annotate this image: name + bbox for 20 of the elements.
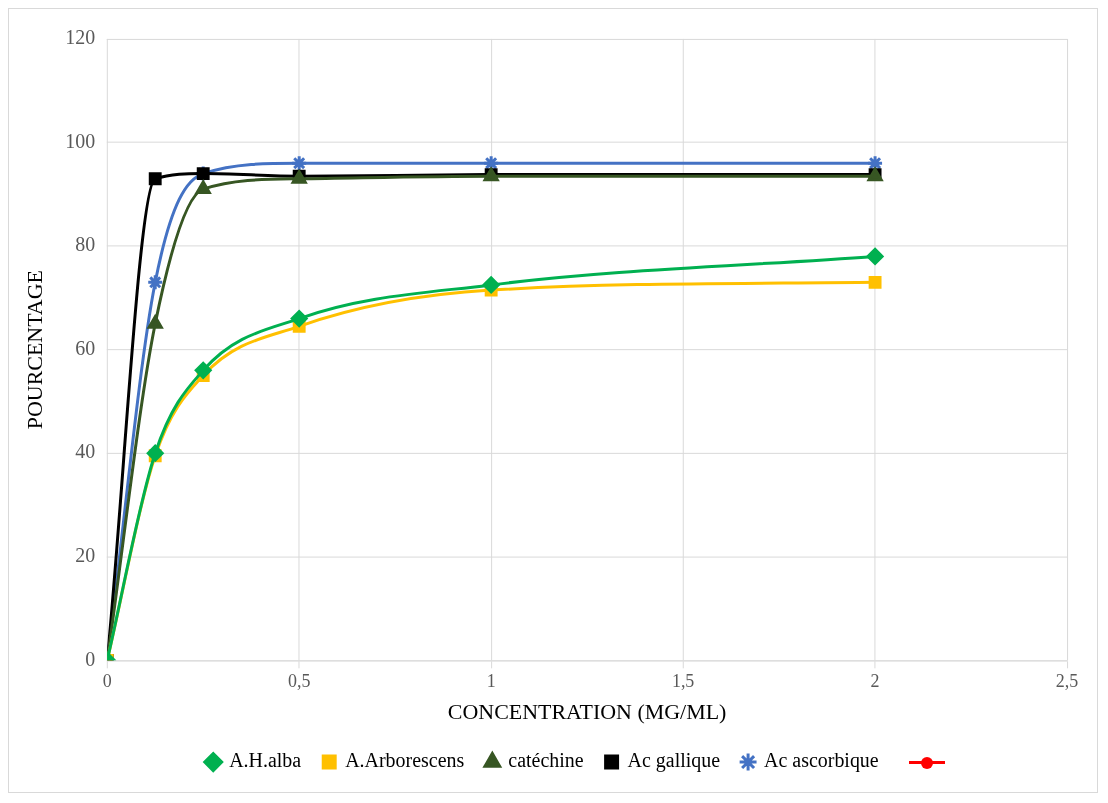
y-tick-label: 0 (85, 647, 96, 670)
x-tick-label: 1,5 (671, 670, 695, 691)
y-tick-label: 80 (75, 233, 96, 256)
y-tick-label: 120 (65, 26, 96, 49)
legend-label: A.Arborescens (345, 749, 465, 772)
legend-label: A.H.alba (229, 749, 302, 772)
y-axis-title: POURCENTAGE (21, 270, 47, 430)
legend-label: Ac gallique (627, 749, 721, 773)
y-tick-label: 100 (65, 129, 96, 152)
legend-label: catéchine (508, 749, 584, 772)
y-tick-label: 20 (75, 544, 96, 566)
x-tick-label: 1 (486, 670, 496, 691)
legend-label: Ac ascorbique (764, 749, 879, 773)
y-tick-label: 60 (75, 336, 96, 359)
x-tick-label: 0,5 (287, 670, 311, 691)
x-tick-label: 2,5 (1055, 670, 1079, 691)
y-tick-label: 40 (75, 440, 96, 463)
x-tick-label: 0 (102, 670, 112, 691)
x-axis-title: CONCENTRATION (MG/ML) (447, 698, 727, 724)
x-tick-label: 2 (870, 670, 880, 691)
